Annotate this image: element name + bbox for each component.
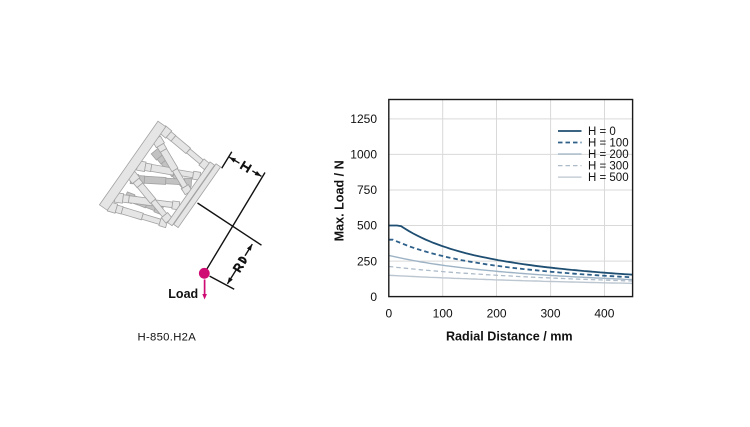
svg-text:750: 750 bbox=[357, 183, 377, 197]
svg-text:1250: 1250 bbox=[350, 112, 377, 126]
svg-text:500: 500 bbox=[357, 219, 377, 233]
svg-text:H-850.H2A: H-850.H2A bbox=[138, 332, 197, 344]
svg-text:H = 100: H = 100 bbox=[588, 138, 629, 150]
svg-text:100: 100 bbox=[433, 307, 453, 321]
svg-text:1000: 1000 bbox=[350, 148, 377, 162]
svg-text:0: 0 bbox=[385, 307, 392, 321]
svg-text:Radial Distance / mm: Radial Distance / mm bbox=[446, 330, 573, 344]
svg-text:H = 500: H = 500 bbox=[588, 172, 629, 184]
svg-text:200: 200 bbox=[487, 307, 507, 321]
svg-text:0: 0 bbox=[370, 290, 377, 304]
svg-text:400: 400 bbox=[594, 307, 614, 321]
svg-text:Load: Load bbox=[168, 287, 198, 301]
svg-text:H = 200: H = 200 bbox=[588, 149, 629, 161]
svg-text:H = 0: H = 0 bbox=[588, 126, 616, 138]
svg-text:H = 300: H = 300 bbox=[588, 161, 629, 173]
svg-text:250: 250 bbox=[357, 254, 377, 268]
svg-text:300: 300 bbox=[540, 307, 560, 321]
svg-text:Max. Load / N: Max. Load / N bbox=[333, 160, 347, 241]
